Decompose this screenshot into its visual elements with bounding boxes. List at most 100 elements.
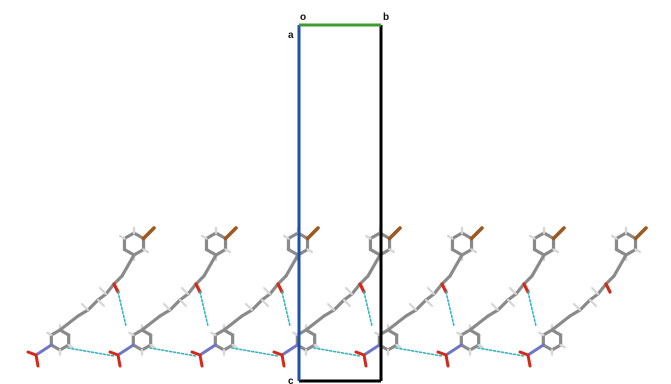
ch-bond	[262, 286, 272, 296]
chain-bond	[104, 282, 116, 296]
chain-bond	[260, 292, 272, 302]
lower-ring-bond	[222, 343, 235, 352]
lower-ring-ch-bond	[538, 331, 545, 337]
nitro-bond	[198, 343, 217, 357]
lower-ring-bond	[386, 343, 399, 352]
nitro-bond	[34, 343, 53, 357]
molecule	[436, 226, 566, 368]
chain-bond	[276, 274, 288, 286]
chain-bond	[496, 298, 510, 312]
lower-ring-ch-bond	[313, 343, 320, 349]
chain-bond	[588, 292, 600, 302]
lower-ring-bond	[468, 343, 481, 352]
nitro-oxygen-bond	[444, 353, 450, 368]
hbond-line	[117, 291, 127, 327]
chain-bond	[86, 298, 100, 312]
upper-ring-bond	[614, 231, 628, 241]
ch-bond	[260, 298, 270, 308]
origin-label: o	[300, 12, 306, 23]
upper-ring-ch-bond	[470, 248, 478, 254]
upper-ring-bond	[450, 231, 464, 241]
molecule-chain	[26, 226, 648, 368]
nitro-oxygen-bond	[34, 353, 40, 368]
chain-bond	[358, 274, 370, 286]
molecule	[26, 226, 156, 368]
upper-ring-bond	[204, 247, 218, 257]
axis-c-label: c	[288, 376, 294, 384]
chain-bond	[468, 314, 490, 332]
upper-ring-bond	[460, 231, 474, 241]
lower-ring-ch-bond	[559, 343, 566, 349]
lower-ring-bond	[58, 343, 71, 352]
carbonyl-bond	[604, 282, 612, 294]
chain-bond	[332, 298, 346, 312]
ch-bond	[424, 298, 434, 308]
bromine-bond	[141, 226, 156, 241]
molecule	[354, 226, 484, 368]
upper-ring-ch-bond	[282, 234, 290, 240]
chain-bond	[96, 292, 108, 302]
upper-ring-ch-bond	[200, 234, 208, 240]
lower-ring-ch-bond	[477, 343, 484, 349]
chain-bond	[550, 314, 572, 332]
carbonyl-bond	[440, 282, 448, 294]
ch-bond	[96, 298, 106, 308]
hbond-line	[395, 347, 443, 357]
bromine-bond	[305, 226, 320, 241]
lower-ring-ch-bond	[456, 331, 463, 337]
upper-ring-bond	[122, 247, 136, 257]
upper-ring-ch-bond	[142, 248, 150, 254]
ch-bond	[98, 286, 108, 296]
chain-bond	[506, 292, 518, 302]
lower-ring-bond	[49, 343, 62, 352]
bromine-bond	[223, 226, 238, 241]
chain-bond	[178, 292, 190, 302]
upper-ring-bond	[204, 231, 218, 241]
upper-ring-ch-bond	[364, 234, 372, 240]
ch-bond	[178, 298, 188, 308]
hydrogen-bond-group	[67, 291, 537, 357]
upper-ring-bond	[132, 247, 146, 257]
carbonyl-bond	[276, 282, 284, 294]
ch-bond	[326, 302, 336, 312]
chain-bond	[404, 308, 418, 318]
carbonyl-bond	[194, 282, 202, 294]
ch-bond	[180, 286, 190, 296]
bromine-bond	[551, 226, 566, 241]
lower-ring-bond	[213, 328, 226, 337]
lower-ring-bond	[459, 343, 472, 352]
chain-bond	[414, 298, 428, 312]
ch-bond	[244, 302, 254, 312]
lower-ring-bond	[459, 328, 472, 337]
ch-bond	[506, 298, 516, 308]
ring-link-bond	[612, 253, 628, 278]
chain-bond	[486, 308, 500, 318]
chain-bond	[350, 282, 362, 296]
axis-a-label: a	[288, 30, 294, 41]
ring-link-bond	[530, 253, 546, 278]
nitro-oxygen-bond	[198, 353, 204, 368]
upper-ring-ch-bond	[224, 248, 232, 254]
molecule	[518, 226, 648, 368]
chain-bond	[250, 298, 264, 312]
lower-ring-ch-bond	[67, 343, 74, 349]
chain-bond	[386, 314, 408, 332]
hbond-line	[231, 347, 279, 357]
chain-bond	[604, 274, 616, 286]
ch-bond	[80, 302, 90, 312]
upper-ring-bond	[460, 247, 474, 257]
ch-bond	[162, 302, 172, 312]
upper-ring-ch-bond	[528, 234, 536, 240]
carbonyl-bond	[358, 282, 366, 294]
chain-bond	[194, 274, 206, 286]
hbond-line	[363, 291, 373, 327]
upper-ring-ch-bond	[306, 248, 314, 254]
upper-ring-bond	[122, 231, 136, 241]
ch-bond	[508, 286, 518, 296]
nitro-bond	[526, 343, 545, 357]
hbond-line	[67, 347, 115, 357]
chain-bond	[76, 308, 90, 318]
ch-bond	[426, 286, 436, 296]
lower-ring-ch-bond	[374, 331, 381, 337]
upper-ring-ch-bond	[446, 234, 454, 240]
